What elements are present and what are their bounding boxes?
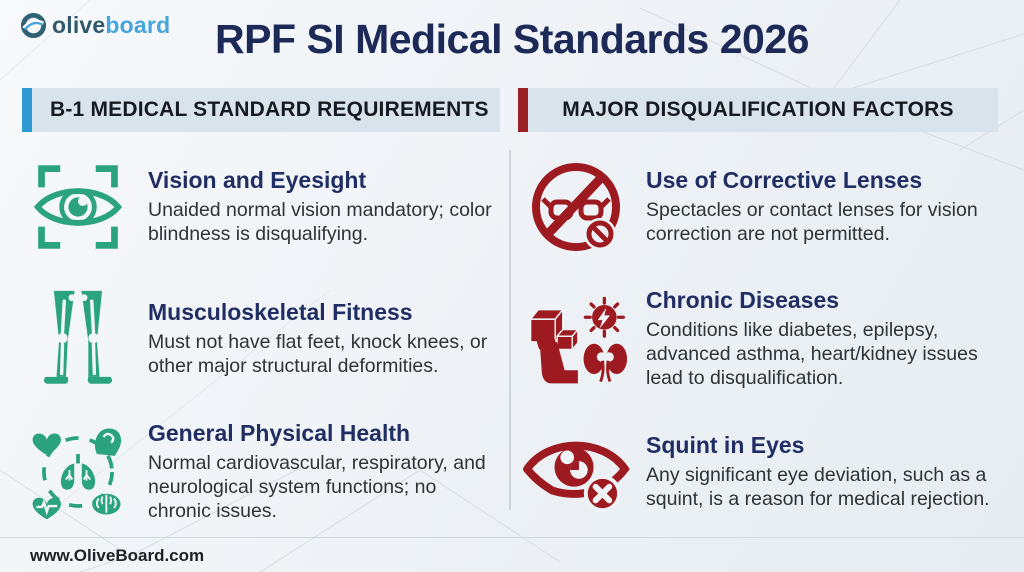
item-description: Normal cardiovascular, respiratory, and …: [148, 452, 486, 522]
eye-scan-icon: [22, 159, 134, 255]
disqualification-column: Use of Corrective Lenses Spectacles or c…: [520, 134, 1002, 536]
logo-wordmark: oliveboard: [52, 14, 170, 37]
skeletal-legs-icon: [22, 284, 134, 394]
page-title: RPF SI Medical Standards 2026: [215, 16, 809, 62]
footer-website: www.OliveBoard.com: [30, 546, 205, 565]
oliveboard-logo-icon: [20, 12, 47, 39]
logo-text-board: board: [105, 12, 171, 38]
squint-eye-icon: [520, 426, 632, 518]
requirements-section-header: B-1 MEDICAL STANDARD REQUIREMENTS: [22, 88, 500, 132]
requirements-accent-bar: [22, 88, 32, 132]
requirements-heading: B-1 MEDICAL STANDARD REQUIREMENTS: [50, 98, 489, 121]
list-item-vision: Vision and Eyesight Unaided normal visio…: [22, 146, 500, 268]
item-title: Vision and Eyesight: [148, 167, 367, 194]
item-title: Use of Corrective Lenses: [646, 167, 923, 194]
oliveboard-logo: oliveboard: [20, 12, 170, 39]
no-glasses-icon: [520, 157, 632, 257]
disqualification-heading: MAJOR DISQUALIFICATION FACTORS: [562, 98, 954, 121]
item-title: Chronic Diseases: [646, 287, 840, 314]
footer-divider: [0, 537, 1024, 538]
item-title: Musculoskeletal Fitness: [148, 299, 413, 326]
requirements-column: Vision and Eyesight Unaided normal visio…: [22, 134, 500, 536]
item-description: Any significant eye deviation, such as a…: [646, 464, 990, 510]
item-title: General Physical Health: [148, 420, 411, 447]
item-description: Spectacles or contact lenses for vision …: [646, 199, 978, 245]
disqualification-section-header: MAJOR DISQUALIFICATION FACTORS: [518, 88, 998, 132]
list-item-musculoskeletal: Musculoskeletal Fitness Must not have fl…: [22, 274, 500, 404]
item-title: Squint in Eyes: [646, 432, 805, 459]
organ-systems-icon: [22, 420, 134, 524]
chronic-diseases-icon: [520, 287, 632, 391]
list-item-squint: Squint in Eyes Any significant eye devia…: [520, 408, 1002, 536]
item-description: Conditions like diabetes, epilepsy, adva…: [646, 319, 978, 389]
item-description: Must not have flat feet, knock knees, or…: [148, 331, 488, 377]
item-description: Unaided normal vision mandatory; color b…: [148, 199, 492, 245]
list-item-chronic-diseases: Chronic Diseases Conditions like diabete…: [520, 274, 1002, 404]
logo-text-olive: olive: [52, 12, 106, 38]
column-divider: [509, 150, 511, 510]
list-item-general-health: General Physical Health Normal cardiovas…: [22, 408, 500, 536]
list-item-corrective-lenses: Use of Corrective Lenses Spectacles or c…: [520, 146, 1002, 268]
disqualification-accent-bar: [518, 88, 528, 132]
